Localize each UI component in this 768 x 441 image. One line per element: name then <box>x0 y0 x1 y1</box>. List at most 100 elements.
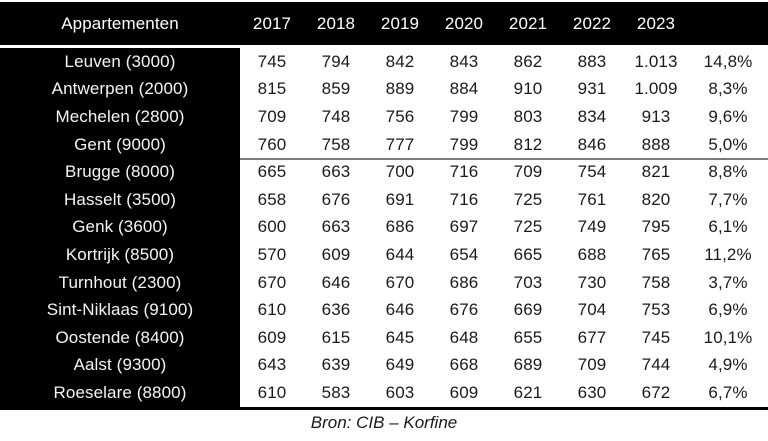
row-label-city: Mechelen (2800) <box>0 103 240 131</box>
price-cell: 749 <box>560 213 624 242</box>
price-cell: 609 <box>240 323 304 352</box>
table-row: Aalst (9300) 643 639 649 668 689 709 744 4,9% <box>0 351 768 380</box>
price-cell: 725 <box>496 185 560 214</box>
price-cell: 697 <box>432 213 496 242</box>
price-cell: 730 <box>560 268 624 297</box>
price-cell: 603 <box>368 379 432 407</box>
price-cell: 745 <box>240 48 304 76</box>
price-cell: 799 <box>432 130 496 159</box>
row-label-city: Kortrijk (8500) <box>0 241 240 269</box>
price-cell: 758 <box>304 130 368 159</box>
price-cell: 812 <box>496 130 560 159</box>
price-cell: 709 <box>240 103 304 131</box>
change-pct-cell: 7,7% <box>688 185 768 214</box>
price-cell: 610 <box>240 296 304 324</box>
price-cell: 615 <box>304 323 368 352</box>
change-pct-cell: 14,8% <box>688 48 768 76</box>
table-row: Mechelen (2800) 709 748 756 799 803 834 913 9,6% <box>0 103 768 131</box>
price-cell: 884 <box>432 75 496 104</box>
price-cell: 754 <box>560 158 624 186</box>
price-cell: 846 <box>560 130 624 159</box>
table-row: Brugge (8000) 665 663 700 716 709 754 821 8,8% <box>0 158 768 186</box>
change-pct-cell: 10,1% <box>688 323 768 352</box>
price-cell: 676 <box>432 296 496 324</box>
price-cell: 1.009 <box>624 75 688 104</box>
price-cell: 799 <box>432 103 496 131</box>
price-cell: 677 <box>560 323 624 352</box>
price-cell: 665 <box>240 158 304 186</box>
price-cell: 654 <box>432 241 496 269</box>
price-cell: 672 <box>624 379 688 407</box>
price-cell: 716 <box>432 185 496 214</box>
price-cell: 609 <box>304 241 368 269</box>
change-pct-cell: 6,7% <box>688 379 768 407</box>
price-cell: 744 <box>624 351 688 380</box>
price-cell: 862 <box>496 48 560 76</box>
price-cell: 725 <box>496 213 560 242</box>
price-cell: 669 <box>496 296 560 324</box>
column-header-year: 2022 <box>572 13 612 33</box>
price-cell: 609 <box>432 379 496 407</box>
row-label-city: Aalst (9300) <box>0 351 240 380</box>
price-cell: 842 <box>368 48 432 76</box>
change-pct-cell: 9,6% <box>688 103 768 131</box>
table-row: Gent (9000) 760 758 777 799 812 846 888 5,0% <box>0 130 768 159</box>
price-cell: 570 <box>240 241 304 269</box>
table-row: Genk (3600) 600 663 686 697 725 749 795 6,1% <box>0 213 768 242</box>
change-pct-cell: 8,8% <box>688 158 768 186</box>
price-cell: 644 <box>368 241 432 269</box>
price-cell: 888 <box>624 130 688 159</box>
price-cell: 889 <box>368 75 432 104</box>
table-row: Hasselt (3500) 658 676 691 716 725 761 820 7,7% <box>0 185 768 214</box>
price-cell: 689 <box>496 351 560 380</box>
row-label-city: Leuven (3000) <box>0 48 240 76</box>
price-cell: 691 <box>368 185 432 214</box>
change-pct-cell: 6,1% <box>688 213 768 242</box>
price-cell: 756 <box>368 103 432 131</box>
price-cell: 655 <box>496 323 560 352</box>
price-cell: 745 <box>624 323 688 352</box>
table-header-row: Appartementen 2017 2018 2019 2020 2021 2022 20… <box>0 2 768 45</box>
row-label-city: Hasselt (3500) <box>0 185 240 214</box>
row-label-city: Brugge (8000) <box>0 158 240 186</box>
price-cell: 688 <box>560 241 624 269</box>
price-cell: 859 <box>304 75 368 104</box>
apartment-price-table: Appartementen 2017 2018 2019 2020 2021 2022 20… <box>0 2 768 410</box>
price-cell: 758 <box>624 268 688 297</box>
column-header-year: 2021 <box>508 13 548 33</box>
price-cell: 821 <box>624 158 688 186</box>
price-cell: 645 <box>368 323 432 352</box>
price-cell: 765 <box>624 241 688 269</box>
price-cell: 630 <box>560 379 624 407</box>
price-cell: 753 <box>624 296 688 324</box>
column-header-appartementen: Appartementen <box>61 13 179 33</box>
price-cell: 686 <box>368 213 432 242</box>
price-cell: 643 <box>240 351 304 380</box>
price-cell: 834 <box>560 103 624 131</box>
price-cell: 883 <box>560 48 624 76</box>
row-label-city: Oostende (8400) <box>0 323 240 352</box>
price-cell: 610 <box>240 379 304 407</box>
table-row: Antwerpen (2000) 815 859 889 884 910 931 1.009 8… <box>0 75 768 104</box>
row-label-city: Sint-Niklaas (9100) <box>0 296 240 324</box>
change-pct-cell: 5,0% <box>688 130 768 159</box>
price-cell: 820 <box>624 185 688 214</box>
price-cell: 670 <box>240 268 304 297</box>
change-pct-cell: 4,9% <box>688 351 768 380</box>
row-label-city: Genk (3600) <box>0 213 240 242</box>
column-header-year: 2023 <box>636 13 676 33</box>
source-caption: Bron: CIB – Korfine <box>310 413 458 432</box>
price-cell: 649 <box>368 351 432 380</box>
price-cell: 760 <box>240 130 304 159</box>
price-cell: 931 <box>560 75 624 104</box>
price-cell: 777 <box>368 130 432 159</box>
price-cell: 621 <box>496 379 560 407</box>
price-cell: 913 <box>624 103 688 131</box>
price-cell: 704 <box>560 296 624 324</box>
price-cell: 658 <box>240 185 304 214</box>
change-pct-cell: 11,2% <box>688 241 768 269</box>
price-cell: 639 <box>304 351 368 380</box>
price-cell: 843 <box>432 48 496 76</box>
column-header-year: 2017 <box>252 13 292 33</box>
price-cell: 583 <box>304 379 368 407</box>
